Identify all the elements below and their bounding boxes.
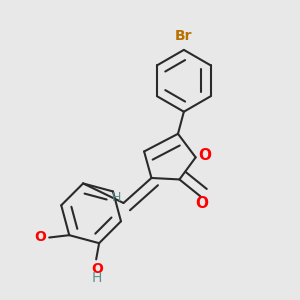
Text: O: O: [196, 196, 208, 211]
Text: Br: Br: [175, 29, 193, 44]
Text: H: H: [92, 271, 102, 285]
Text: O: O: [198, 148, 211, 163]
Text: O: O: [34, 230, 46, 244]
Text: O: O: [91, 262, 103, 276]
Text: methoxy: methoxy: [0, 299, 1, 300]
Text: H: H: [112, 191, 121, 204]
